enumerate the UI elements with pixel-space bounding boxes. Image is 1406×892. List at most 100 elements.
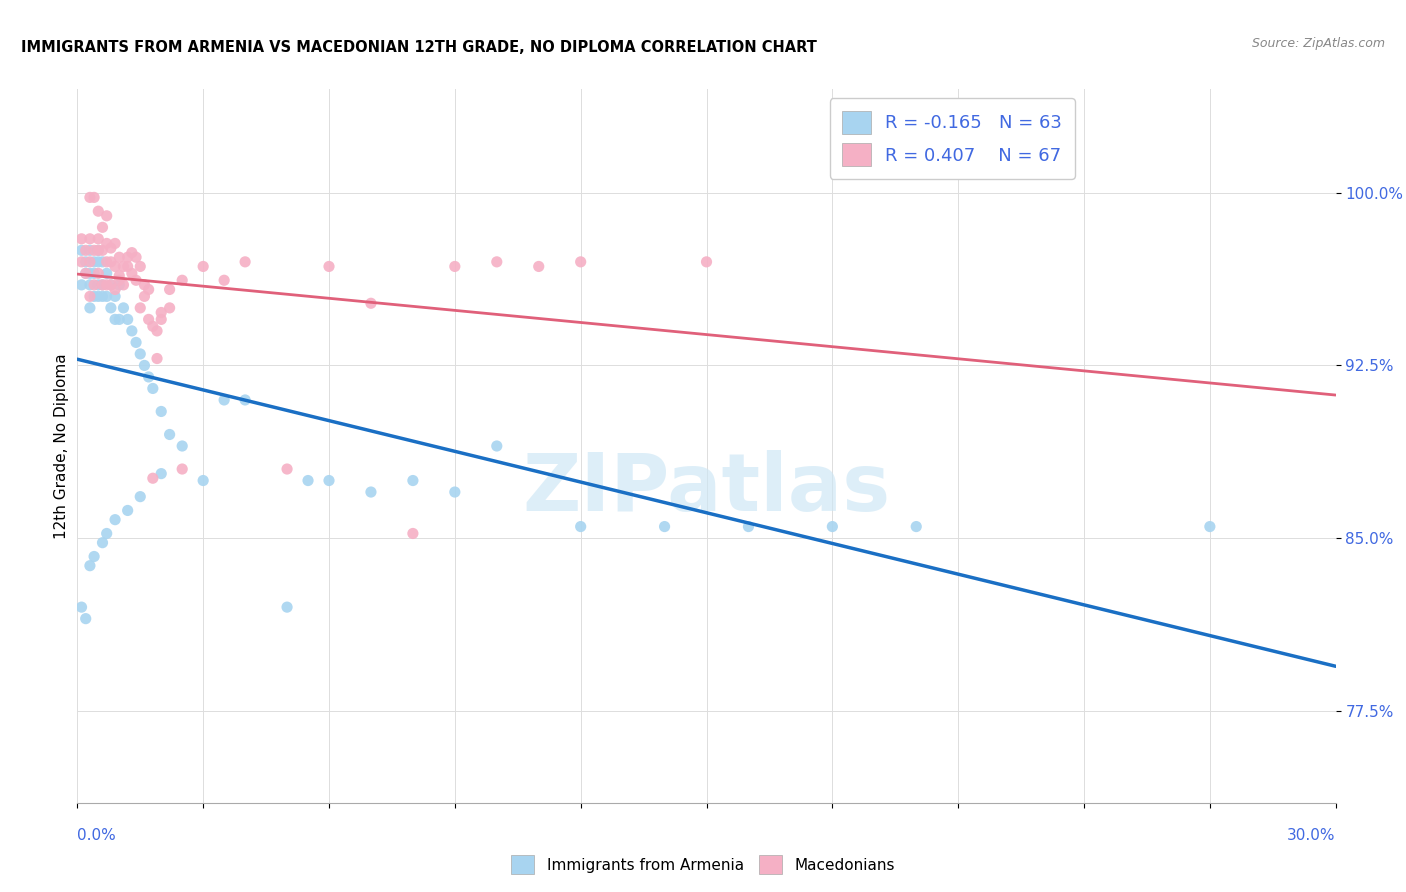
Point <box>233 392 256 407</box>
Legend: Immigrants from Armenia, Macedonians: Immigrants from Armenia, Macedonians <box>505 849 901 880</box>
Point <box>125 335 148 350</box>
Point <box>108 268 131 283</box>
Point <box>87 266 110 280</box>
Point <box>79 301 101 315</box>
Point <box>75 255 97 269</box>
Point <box>87 255 110 269</box>
Point <box>125 273 148 287</box>
Point <box>79 190 101 204</box>
Point <box>138 312 160 326</box>
Point <box>117 250 139 264</box>
Point <box>108 277 131 292</box>
Text: Source: ZipAtlas.com: Source: ZipAtlas.com <box>1251 37 1385 51</box>
Point <box>527 260 550 274</box>
Point <box>159 427 181 442</box>
Point <box>138 370 160 384</box>
Point <box>360 485 382 500</box>
Point <box>83 289 105 303</box>
Point <box>75 612 97 626</box>
Point <box>172 439 194 453</box>
Point <box>79 255 101 269</box>
Point <box>96 526 118 541</box>
Point <box>87 204 110 219</box>
Point <box>569 255 592 269</box>
Point <box>104 513 127 527</box>
Point <box>276 600 298 615</box>
Point <box>91 255 114 269</box>
Point <box>79 558 101 573</box>
Point <box>146 351 169 366</box>
Text: 0.0%: 0.0% <box>77 828 117 843</box>
Point <box>191 474 215 488</box>
Point <box>129 347 152 361</box>
Point <box>96 266 118 280</box>
Point <box>87 232 110 246</box>
Point <box>129 490 152 504</box>
Point <box>121 324 143 338</box>
Point <box>91 289 114 303</box>
Point <box>485 439 508 453</box>
Point <box>108 312 131 326</box>
Point <box>104 236 127 251</box>
Point <box>83 549 105 564</box>
Point <box>121 266 143 280</box>
Point <box>117 312 139 326</box>
Point <box>104 283 127 297</box>
Point <box>150 404 173 418</box>
Point <box>83 190 105 204</box>
Point <box>87 244 110 258</box>
Point <box>100 277 122 292</box>
Point <box>117 503 139 517</box>
Point <box>297 474 319 488</box>
Point <box>91 277 114 292</box>
Point <box>79 277 101 292</box>
Point <box>146 324 169 338</box>
Point <box>159 283 181 297</box>
Point <box>150 312 173 326</box>
Point <box>104 260 127 274</box>
Point <box>75 266 97 280</box>
Text: IMMIGRANTS FROM ARMENIA VS MACEDONIAN 12TH GRADE, NO DIPLOMA CORRELATION CHART: IMMIGRANTS FROM ARMENIA VS MACEDONIAN 12… <box>21 40 817 55</box>
Point <box>212 273 235 287</box>
Point <box>142 319 165 334</box>
Point <box>91 244 114 258</box>
Point <box>134 289 156 303</box>
Point <box>112 260 135 274</box>
Point <box>75 244 97 258</box>
Point <box>87 289 110 303</box>
Point <box>70 232 93 246</box>
Point <box>402 526 425 541</box>
Point <box>142 471 165 485</box>
Point <box>87 277 110 292</box>
Point <box>172 273 194 287</box>
Point <box>121 245 143 260</box>
Point <box>233 255 256 269</box>
Text: 30.0%: 30.0% <box>1288 828 1336 843</box>
Point <box>212 392 235 407</box>
Point <box>138 283 160 297</box>
Point <box>70 244 93 258</box>
Point <box>96 255 118 269</box>
Point <box>569 519 592 533</box>
Point <box>91 277 114 292</box>
Point <box>905 519 928 533</box>
Point <box>87 244 110 258</box>
Point <box>125 250 148 264</box>
Text: ZIPatlas: ZIPatlas <box>523 450 890 528</box>
Point <box>112 277 135 292</box>
Point <box>91 535 114 549</box>
Point <box>112 301 135 315</box>
Point <box>70 600 93 615</box>
Point <box>134 359 156 373</box>
Point <box>79 266 101 280</box>
Point <box>83 277 105 292</box>
Y-axis label: 12th Grade, No Diploma: 12th Grade, No Diploma <box>53 353 69 539</box>
Point <box>696 255 718 269</box>
Point <box>117 260 139 274</box>
Point <box>96 209 118 223</box>
Point <box>100 277 122 292</box>
Point <box>91 220 114 235</box>
Point <box>276 462 298 476</box>
Point <box>83 255 105 269</box>
Point <box>737 519 759 533</box>
